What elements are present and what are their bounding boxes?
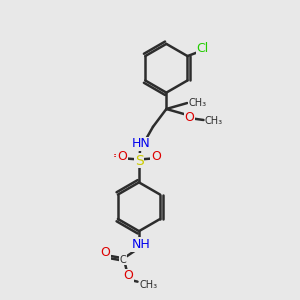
Text: CH₃: CH₃ (205, 116, 223, 126)
Text: NH: NH (132, 238, 151, 251)
Text: C: C (120, 255, 127, 265)
Text: =: = (152, 151, 161, 161)
Text: O: O (151, 150, 161, 163)
Text: S: S (135, 154, 143, 168)
Text: O: O (117, 150, 127, 163)
Text: O: O (100, 246, 110, 259)
Text: HN: HN (132, 137, 151, 150)
Text: O: O (123, 269, 133, 282)
Text: Cl: Cl (196, 42, 208, 55)
Text: CH₃: CH₃ (139, 280, 157, 290)
Text: =: = (113, 151, 122, 161)
Text: O: O (184, 110, 194, 124)
Text: CH₃: CH₃ (189, 98, 207, 108)
